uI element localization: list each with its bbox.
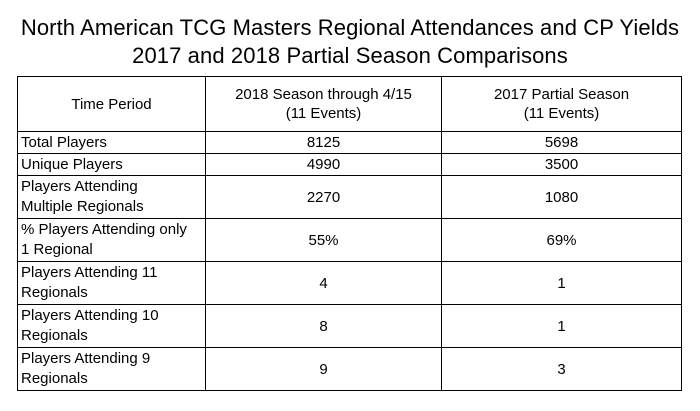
row-label: Players Attending 10 Regionals <box>17 304 206 348</box>
cell-2018: 9 <box>205 347 442 391</box>
row-label-line-2: Regionals <box>21 370 88 387</box>
header-2017-line-1: 2017 Partial Season <box>493 86 630 103</box>
table-row: Players Attending 11 Regionals 4 1 <box>17 261 682 305</box>
cell-2017: 69% <box>441 218 682 262</box>
row-label: Players Attending Multiple Regionals <box>17 175 206 219</box>
cell-2017: 3 <box>441 347 682 391</box>
cell-2018: 8 <box>205 304 442 348</box>
cell-2018: 55% <box>205 218 442 262</box>
row-label: Players Attending 9 Regionals <box>17 347 206 391</box>
row-label-line-1: % Players Attending only <box>21 221 187 238</box>
row-label-line-1: Players Attending <box>21 178 138 195</box>
cell-2018: 2270 <box>205 175 442 219</box>
title-line-1: North American TCG Masters Regional Atte… <box>20 15 680 40</box>
cell-2017: 3500 <box>441 153 682 176</box>
row-label-line-1: Players Attending 9 <box>21 350 151 367</box>
header-2017-season: 2017 Partial Season (11 Events) <box>441 76 682 132</box>
cell-2018: 4990 <box>205 153 442 176</box>
row-label: Players Attending 11 Regionals <box>17 261 206 305</box>
cell-2018: 4 <box>205 261 442 305</box>
table-header-row: Time Period 2018 Season through 4/15 (11… <box>17 76 682 132</box>
header-2018-season: 2018 Season through 4/15 (11 Events) <box>205 76 442 132</box>
row-label-line-2: Regionals <box>21 327 88 344</box>
table-row: Players Attending 10 Regionals 8 1 <box>17 304 682 348</box>
comparison-table: Time Period 2018 Season through 4/15 (11… <box>17 76 682 391</box>
header-time-period-label: Time Period <box>71 95 152 113</box>
cell-2018: 8125 <box>205 131 442 154</box>
row-label: Unique Players <box>17 153 206 176</box>
row-label-line-2: Multiple Regionals <box>21 198 144 215</box>
row-label: Total Players <box>17 131 206 154</box>
table-row: Total Players 8125 5698 <box>17 131 682 154</box>
cell-2017: 5698 <box>441 131 682 154</box>
header-2018-line-1: 2018 Season through 4/15 <box>235 86 412 103</box>
header-2017-line-2: (11 Events) <box>523 105 600 122</box>
table-row: % Players Attending only 1 Regional 55% … <box>17 218 682 262</box>
row-label-line-1: Players Attending 11 <box>21 264 158 281</box>
row-label-line-1: Total Players <box>21 133 107 151</box>
cell-2017: 1 <box>441 304 682 348</box>
row-label-line-1: Players Attending 10 <box>21 307 159 324</box>
title-line-2: 2017 and 2018 Partial Season Comparisons <box>132 43 568 68</box>
row-label-line-1: Unique Players <box>21 155 123 173</box>
table-row: Unique Players 4990 3500 <box>17 153 682 176</box>
table-row: Players Attending 9 Regionals 9 3 <box>17 347 682 391</box>
table-row: Players Attending Multiple Regionals 227… <box>17 175 682 219</box>
document-title: North American TCG Masters Regional Atte… <box>0 14 700 70</box>
header-time-period: Time Period <box>17 76 206 132</box>
row-label-line-2: 1 Regional <box>21 241 93 258</box>
row-label: % Players Attending only 1 Regional <box>17 218 206 262</box>
header-2018-line-2: (11 Events) <box>285 105 362 122</box>
cell-2017: 1080 <box>441 175 682 219</box>
row-label-line-2: Regionals <box>21 284 88 301</box>
cell-2017: 1 <box>441 261 682 305</box>
